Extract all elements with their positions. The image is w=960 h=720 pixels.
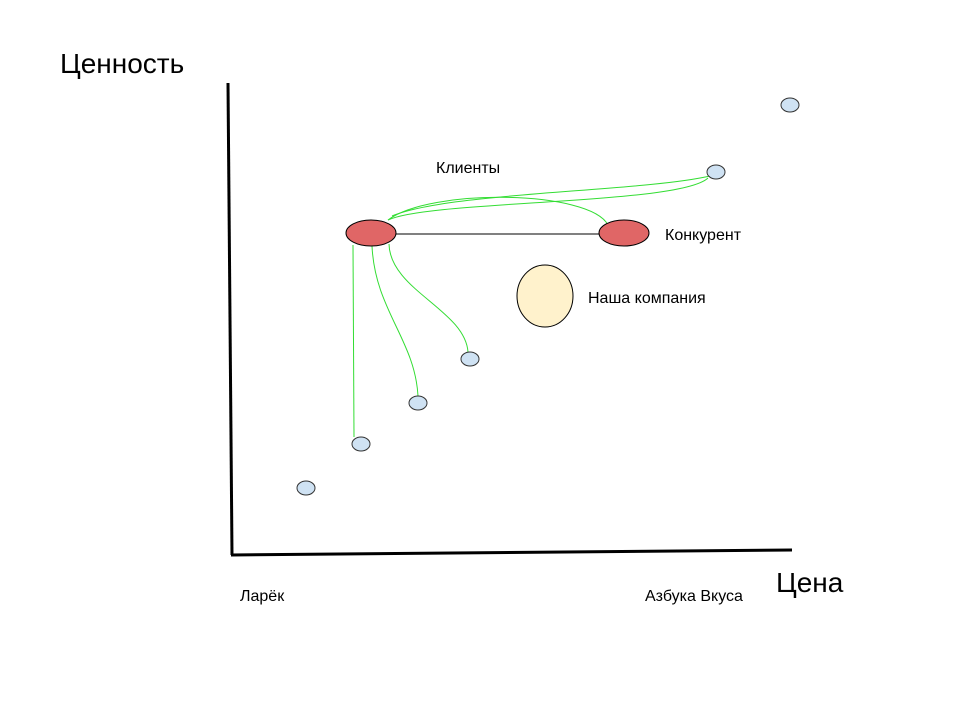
x-min-label: Ларёк bbox=[240, 588, 285, 605]
our-company-label: Наша компания bbox=[588, 290, 706, 307]
client-link bbox=[371, 245, 419, 397]
client-link bbox=[391, 175, 711, 217]
x-max-label: Азбука Вкуса bbox=[645, 588, 743, 605]
client-node bbox=[351, 436, 371, 452]
competitor-node bbox=[598, 219, 650, 247]
x-axis bbox=[230, 548, 793, 557]
our-company-node bbox=[516, 264, 574, 328]
client-node bbox=[706, 164, 726, 180]
client-node bbox=[780, 97, 800, 113]
competitor-node bbox=[345, 219, 397, 247]
x-axis-label: Цена bbox=[776, 567, 844, 598]
clients-label: Клиенты bbox=[436, 160, 500, 177]
client-node bbox=[460, 351, 480, 367]
client-node bbox=[296, 480, 316, 496]
client-link bbox=[388, 243, 469, 353]
y-axis-label: Ценность bbox=[60, 48, 184, 79]
y-axis bbox=[226, 82, 234, 556]
client-node bbox=[408, 395, 428, 411]
client-link bbox=[387, 196, 609, 226]
competitor-label: Конкурент bbox=[665, 227, 742, 244]
client-link bbox=[352, 244, 355, 438]
